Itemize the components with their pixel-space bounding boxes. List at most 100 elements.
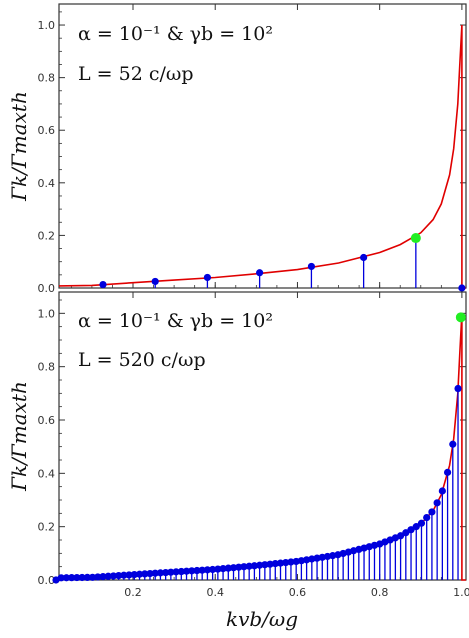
bottom-stem-point <box>224 564 232 572</box>
bottom-stem-point <box>256 561 264 569</box>
bottom-stem-point <box>162 568 170 577</box>
top-annotation-2: L = 52 c/ωp <box>78 63 194 85</box>
bottom-stem-point <box>423 514 431 522</box>
bottom-stem-point <box>182 567 191 575</box>
bottom-stem-point <box>156 569 165 577</box>
top-plot-frame <box>58 3 467 289</box>
bottom-stem-point <box>135 570 144 578</box>
bottom-stem-point <box>209 565 217 574</box>
bottom-stem-point <box>407 526 415 534</box>
top-y-tick-label: 1.0 <box>38 19 56 32</box>
bottom-stem-point <box>402 529 410 537</box>
bottom-stem-point <box>219 565 227 573</box>
bottom-stem-point <box>109 572 118 580</box>
bottom-stem-point <box>454 384 462 393</box>
bottom-annotation-2: L = 520 c/ωp <box>78 349 206 371</box>
top-highlight-point <box>410 233 421 244</box>
bottom-stem-point <box>428 508 436 516</box>
bottom-stem-point <box>276 559 285 567</box>
bottom-stem-point <box>433 499 441 507</box>
bottom-stem-point <box>120 571 128 579</box>
top-ticks: 0.0 0.2 0.4 0.6 0.8 1.0 <box>38 4 466 295</box>
bottom-stem-point <box>83 573 91 582</box>
bottom-plot-frame <box>58 291 467 581</box>
bottom-stem-point <box>94 573 102 581</box>
bottom-stem-point <box>57 574 65 582</box>
bottom-stem-point <box>203 566 212 574</box>
bottom-panel: 0.0 0.2 0.4 0.6 0.8 1.0 0.2 0.4 0.6 0.8 1.0 α = 10… <box>7 291 469 631</box>
bottom-stem-point <box>287 558 295 566</box>
bottom-stem-point <box>141 570 149 578</box>
bottom-y-tick-label: 0.2 <box>38 521 56 534</box>
top-y-tick-label: 0.8 <box>38 72 56 85</box>
top-annotation-1: α = 10⁻¹ & γb = 10² <box>78 23 273 45</box>
bottom-stem-point <box>115 571 123 580</box>
bottom-y-tick-label: 0.0 <box>38 574 56 587</box>
bottom-stem-point <box>172 568 180 576</box>
top-stem-point <box>458 284 466 292</box>
bottom-stem-point <box>266 560 274 568</box>
bottom-stem-point <box>240 563 248 571</box>
bottom-stem-point <box>214 565 222 573</box>
bottom-stem-point <box>449 440 457 448</box>
bottom-x-tick-label: 0.8 <box>371 586 389 599</box>
bottom-y-tick-label: 1.0 <box>38 307 56 320</box>
bottom-stem-point <box>104 572 112 580</box>
bottom-stem-point <box>396 532 405 540</box>
bottom-y-tick-label: 0.6 <box>38 414 56 427</box>
bottom-stem-point <box>261 561 269 569</box>
x-axis-label: kvb/ωg <box>226 607 298 631</box>
bottom-y-tick-label: 0.8 <box>38 361 56 374</box>
bottom-stem-point <box>188 567 196 575</box>
bottom-stem-point <box>438 487 446 495</box>
bottom-stem-point <box>282 558 290 567</box>
bottom-stem-point <box>151 569 159 577</box>
bottom-stem-point <box>167 568 175 576</box>
bottom-stem-point <box>68 574 76 582</box>
bottom-y-tick-label: 0.4 <box>38 467 56 480</box>
bottom-ticks: 0.0 0.2 0.4 0.6 0.8 1.0 0.2 0.4 0.6 0.8 1.0 <box>38 292 469 599</box>
bottom-stem-point <box>271 560 279 568</box>
bottom-stem-point <box>130 570 138 579</box>
bottom-stem-point <box>88 573 97 581</box>
bottom-stem-point <box>73 573 81 582</box>
bottom-stem-point <box>229 564 238 572</box>
bottom-stems <box>52 312 466 584</box>
top-stem-point <box>360 253 368 262</box>
top-curve <box>58 24 466 289</box>
top-panel: 0.0 0.2 0.4 0.6 0.8 1.0 α = 10⁻¹ & γb = 10² L… <box>7 3 467 295</box>
bottom-stem-point <box>78 573 86 582</box>
top-y-tick-label: 0.4 <box>38 177 56 190</box>
top-y-tick-label: 0.2 <box>38 229 56 242</box>
top-stem-point <box>151 277 159 286</box>
top-stems <box>99 233 466 292</box>
bottom-stem-point <box>412 523 420 531</box>
bottom-stem-point <box>146 569 154 578</box>
bottom-y-axis-label: Γk/Γmaxth <box>7 381 31 492</box>
bottom-stem-point <box>62 574 71 582</box>
bottom-x-tick-label: 0.6 <box>289 586 307 599</box>
bottom-stem-point <box>235 563 243 571</box>
top-y-tick-label: 0.6 <box>38 124 56 137</box>
bottom-highlight-point <box>455 312 466 323</box>
bottom-annotation-1: α = 10⁻¹ & γb = 10² <box>78 310 273 332</box>
bottom-stem-point <box>177 567 185 576</box>
bottom-stem-point <box>99 573 107 581</box>
bottom-stem-point <box>193 566 201 575</box>
bottom-x-tick-label: 0.4 <box>206 586 224 599</box>
top-curve-line <box>58 24 466 289</box>
bottom-stem-point <box>417 519 426 527</box>
bottom-stem-point <box>443 468 452 476</box>
top-stem-point <box>256 269 264 277</box>
top-stem-point <box>99 280 107 289</box>
bottom-stem-point <box>198 566 206 574</box>
top-stem-point <box>307 262 316 271</box>
bottom-stem-point <box>250 562 259 570</box>
top-stem-point <box>203 273 212 282</box>
bottom-stem-point <box>125 571 133 579</box>
bottom-x-tick-label: 1.0 <box>453 586 469 599</box>
bottom-x-tick-label: 0.2 <box>124 586 142 599</box>
bottom-stem-point <box>245 562 253 570</box>
top-y-tick-label: 0.0 <box>38 282 56 295</box>
